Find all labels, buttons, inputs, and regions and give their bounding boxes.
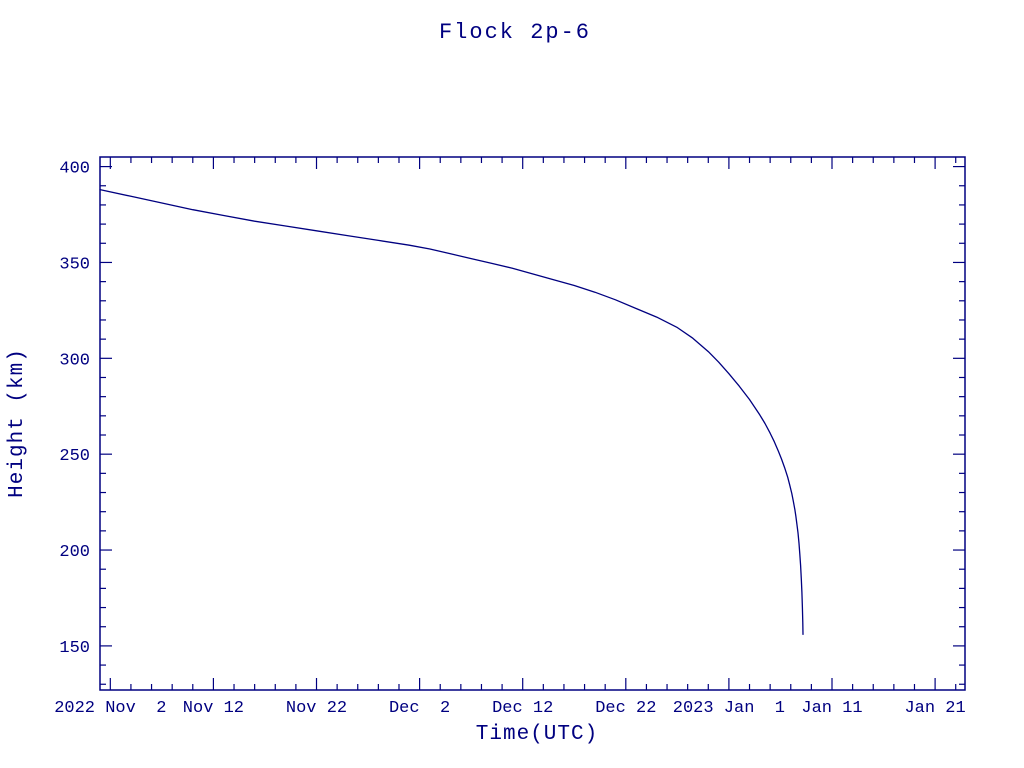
y-tick-label: 150	[59, 639, 90, 658]
y-tick-label: 350	[59, 255, 90, 274]
chart-title: Flock 2p-6	[439, 20, 591, 45]
plot-area: 2022 Nov 2 Nov 12 Nov 22 Dec 2 Dec 12 Dec 22 2…	[54, 156, 966, 718]
y-tick-label: 200	[59, 543, 90, 562]
x-tick-label: Nov 12	[183, 699, 244, 718]
x-tick-label: 2022 Nov 2	[54, 699, 166, 718]
y-tick-label: 400	[59, 160, 90, 179]
y-tick-label: 250	[59, 447, 90, 466]
x-tick-label: Dec 12	[492, 699, 553, 718]
x-axis-label: Time(UTC)	[476, 723, 598, 746]
y-tick-label: 300	[59, 351, 90, 370]
x-tick-label: Dec 22	[595, 699, 656, 718]
x-tick-label: Nov 22	[286, 699, 347, 718]
height-decay-curve	[99, 188, 804, 636]
axis-box	[99, 156, 966, 691]
x-tick-label: 2023 Jan 1	[673, 699, 785, 718]
y-axis-label: Height (km)	[6, 348, 29, 498]
x-tick-label: Dec 2	[389, 699, 450, 718]
x-tick-label: Jan 21	[904, 699, 965, 718]
x-tick-label: Jan 11	[801, 699, 862, 718]
